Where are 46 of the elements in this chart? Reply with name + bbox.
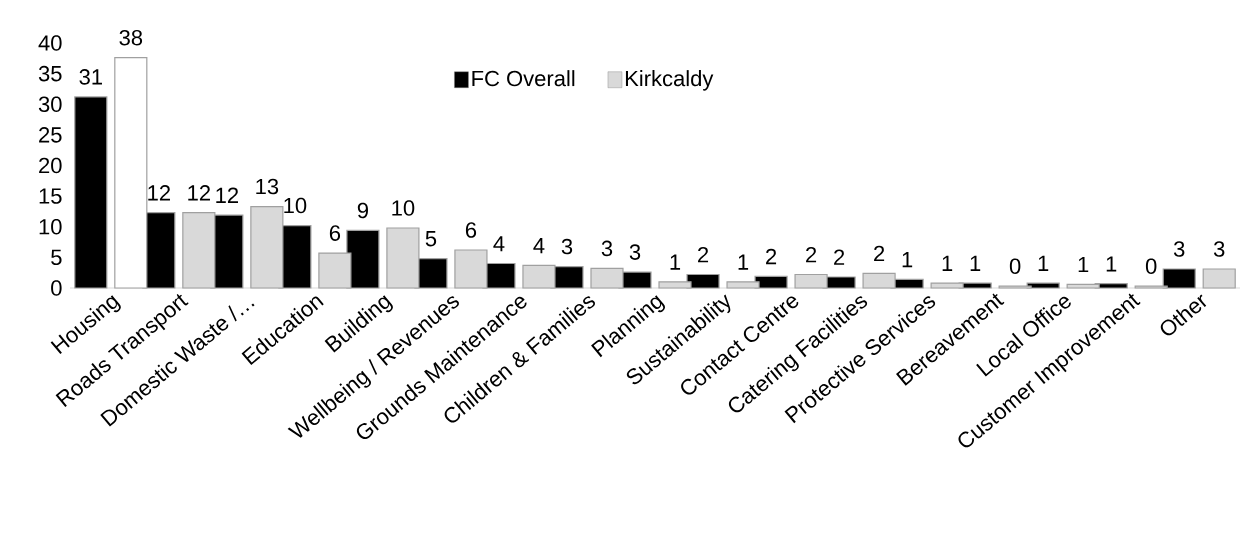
bar xyxy=(74,96,108,289)
data-label: 12 xyxy=(188,185,210,201)
data-label: 2 xyxy=(766,248,777,265)
data-label: 0 xyxy=(1009,258,1021,274)
data-label: 10 xyxy=(392,200,415,216)
data-label: 1 xyxy=(942,255,953,271)
y-tick-label: 15 xyxy=(39,188,62,204)
data-label: 4 xyxy=(533,238,545,254)
data-label: 4 xyxy=(493,236,505,252)
data-label: 12 xyxy=(148,185,170,201)
data-label: 0 xyxy=(1145,258,1157,274)
y-tick-label: 30 xyxy=(38,96,62,113)
y-tick-label: 25 xyxy=(39,127,62,143)
data-label: 3 xyxy=(601,240,613,257)
data-label: 1 xyxy=(670,254,681,270)
legend-label: Kirkcaldy xyxy=(625,70,714,91)
data-label: 2 xyxy=(874,245,885,262)
data-label: 1 xyxy=(902,252,913,268)
data-label: 12 xyxy=(216,187,238,203)
data-label: 1 xyxy=(970,255,981,271)
y-tick-label: 10 xyxy=(39,218,62,235)
legend-label: FC Overall xyxy=(472,70,575,87)
data-label: 3 xyxy=(629,244,641,260)
data-label: 1 xyxy=(1078,256,1089,273)
y-tick-label: 35 xyxy=(38,65,62,82)
data-label: 1 xyxy=(1106,256,1117,272)
data-label: 3 xyxy=(1173,241,1185,257)
data-label: 2 xyxy=(698,246,709,263)
data-label: 9 xyxy=(357,202,368,219)
data-label: 6 xyxy=(329,225,341,241)
data-label: 1 xyxy=(738,254,749,270)
data-label: 38 xyxy=(119,29,143,46)
data-label: 3 xyxy=(561,238,573,255)
y-tick-label: 5 xyxy=(51,249,62,266)
y-tick-label: 40 xyxy=(38,35,62,51)
data-label: 10 xyxy=(284,197,307,214)
data-label: 2 xyxy=(834,249,845,265)
data-label: 5 xyxy=(425,231,437,247)
data-label: 1 xyxy=(1038,255,1049,271)
data-label: 3 xyxy=(1213,241,1225,257)
data-label: 13 xyxy=(256,178,279,195)
y-tick-label: 20 xyxy=(39,157,62,174)
y-tick-label: 0 xyxy=(51,280,62,296)
data-label: 31 xyxy=(79,69,102,85)
data-label: 2 xyxy=(806,246,817,263)
data-label: 6 xyxy=(465,222,477,238)
